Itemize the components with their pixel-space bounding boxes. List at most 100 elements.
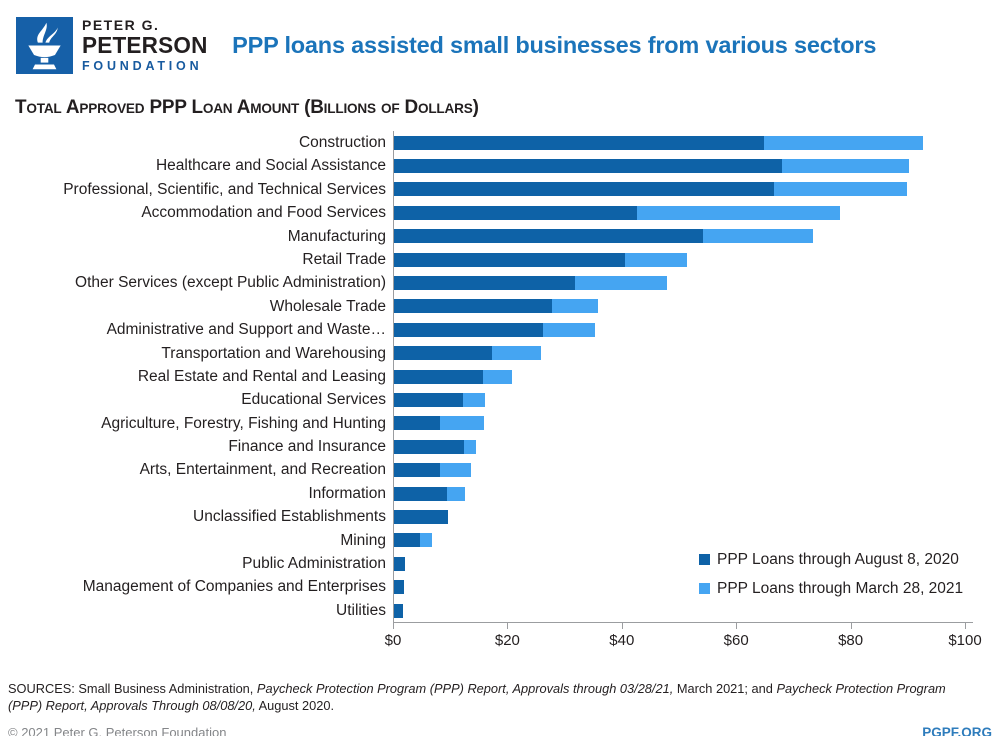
bar-track [393,481,973,506]
sources-prefix: SOURCES: Small Business Administration, [8,681,257,697]
copyright: © 2021 Peter G. Peterson Foundation [8,724,227,736]
category-label: Professional, Scientific, and Technical … [63,180,386,198]
bar-aug-2020 [394,159,782,174]
bar-track [393,411,973,436]
chart-row: Construction [0,131,1000,155]
chart-row: Healthcare and Social Assistance [0,154,1000,178]
chart-row: Unclassified Establishments [0,505,1000,529]
bar-track [393,177,973,202]
bar-aug-2020 [394,509,448,524]
header: PETER G. PETERSON FOUNDATION PPP loans a… [0,0,1000,80]
bar-aug-2020 [394,392,464,407]
category-label: Transportation and Warehousing [161,344,386,362]
chart-row: Finance and Insurance [0,435,1000,459]
chart-row: Administrative and Support and Waste… [0,318,1000,342]
bar-aug-2020 [394,205,638,220]
legend-item: PPP Loans through March 28, 2021 [699,574,963,603]
x-axis-tick-label: $80 [838,632,864,650]
chart-title: Total Approved PPP Loan Amount (Billions… [15,96,479,118]
bar-aug-2020 [394,229,703,244]
x-axis-tick-label: $100 [948,632,982,650]
legend-swatch [699,583,710,594]
chart-row: Retail Trade [0,247,1000,272]
bar-aug-2020 [394,416,440,431]
category-label: Information [308,484,386,502]
category-label: Retail Trade [302,250,386,268]
bar-track [393,341,973,365]
chart-row: Management of Companies and Enterprises [0,575,1000,599]
x-axis-tick-label: $0 [384,632,402,650]
chart-row: Arts, Entertainment, and Recreation [0,458,1000,482]
logo-line3: FOUNDATION [82,58,203,73]
chart-row: Agriculture, Forestry, Fishing and Hunti… [0,411,1000,436]
category-label: Management of Companies and Enterprises [82,578,386,596]
bar-track [393,364,973,389]
bar-aug-2020 [394,463,441,478]
bar-aug-2020 [394,603,403,618]
bar-track [393,201,973,225]
logo-text: PETER G. PETERSON FOUNDATION [82,18,210,73]
bar-aug-2020 [394,533,420,548]
bar-aug-2020 [394,276,576,291]
category-label: Unclassified Establishments [193,508,386,526]
x-axis-tick [965,623,966,630]
category-label: Arts, Entertainment, and Recreation [139,461,386,479]
bar-track [393,388,973,412]
bar-track [393,528,973,553]
bar-track [393,154,973,178]
chart-row: Mining [0,528,1000,553]
page-title: PPP loans assisted small businesses from… [232,31,877,58]
category-label: Educational Services [241,391,386,409]
chart-row: Professional, Scientific, and Technical … [0,177,1000,202]
legend-label: PPP Loans through August 8, 2020 [717,550,959,568]
category-label: Agriculture, Forestry, Fishing and Hunti… [101,414,386,432]
sources-mid: March 2021; and [673,681,777,697]
x-axis-tick [621,623,623,630]
x-axis-tick [507,623,509,630]
chart-row: Wholesale Trade [0,294,1000,319]
category-label: Accommodation and Food Services [141,204,386,222]
plot-rows: Construction Healthcare and Social Assist… [0,128,1000,623]
category-label: Healthcare and Social Assistance [155,157,386,175]
chart-row: Other Services (except Public Administra… [0,271,1000,295]
category-label: Utilities [336,601,386,619]
legend-item: PPP Loans through August 8, 2020 [699,545,963,574]
chart-row: Utilities [0,598,1000,623]
pgpf-link[interactable]: PGPF.ORG [922,724,992,736]
bar-aug-2020 [394,252,626,267]
category-label: Public Administration [242,555,386,573]
x-axis-tick-label: $60 [723,632,749,650]
bar-aug-2020 [394,299,552,314]
axis-grid: $0 $20 $40 $60 $80 $100 [0,622,1000,657]
legend: PPP Loans through August 8, 2020 PPP Loan… [699,545,963,603]
logo-line2: PETERSON [82,31,208,58]
bar-track [393,294,973,319]
bar-track [393,505,973,529]
logo-line1: PETER G. [82,16,160,33]
source-1-title: Paycheck Protection Program (PPP) Report… [256,681,674,697]
bar-aug-2020 [394,556,406,571]
legend-label: PPP Loans through March 28, 2021 [717,579,964,597]
category-label: Mining [340,531,386,549]
category-label: Administrative and Support and Waste… [106,321,386,339]
bar-track [393,131,973,155]
sources-note: SOURCES: Small Business Administration, … [8,681,958,715]
sources-suffix: August 2020. [255,698,335,714]
source-2-title: Paycheck Protection Program (PPP) Report… [8,681,946,714]
x-axis-tick-label: $40 [609,632,635,650]
bar-track [393,458,973,482]
bar-aug-2020 [394,369,484,384]
x-axis-tick [736,623,738,630]
bar-aug-2020 [394,182,774,197]
bar-aug-2020 [394,346,493,361]
chart-row: Public Administration [0,552,1000,576]
chart-row: Educational Services [0,388,1000,412]
bar-track [393,224,973,248]
bar-track [393,575,973,599]
bar-aug-2020 [394,135,764,150]
bar-track [393,552,973,576]
category-label: Manufacturing [287,227,386,245]
bar-chart: Construction Healthcare and Social Assist… [0,128,1000,657]
bar-aug-2020 [394,439,464,454]
